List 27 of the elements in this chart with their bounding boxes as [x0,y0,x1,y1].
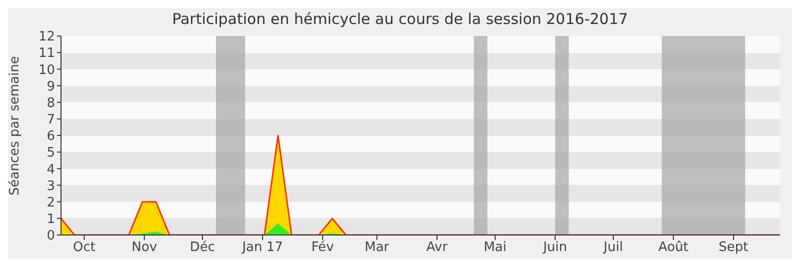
y-tick-label: 11 [38,46,55,62]
y-tick-label: 12 [38,30,55,45]
x-tick-label: Déc [190,240,216,256]
x-tick-label: Mar [364,240,390,256]
x-tick-label: Nov [132,240,158,256]
y-tick-label: 5 [46,146,55,161]
y-tick-label: 9 [46,79,55,94]
y-tick-label: 7 [46,112,55,128]
x-tick-label: Jan 17 [241,240,283,256]
y-tick-label: 1 [46,212,55,228]
x-tick-label: Mai [484,240,507,256]
x-tick-label: Juil [602,240,623,256]
x-tick-label: Fév [311,240,334,256]
y-tick-label: 4 [46,162,55,178]
y-tick-label: 2 [46,195,55,210]
y-tick-label: 0 [46,228,55,244]
x-tick-label: Juin [542,240,568,256]
x-tick-label: Oct [73,240,96,256]
x-tick-label: Avr [426,240,448,256]
y-tick-label: 6 [46,129,55,144]
y-tick-label: 3 [46,178,55,194]
y-axis-title: Séances par semaine [8,56,23,196]
y-tick-label: 10 [38,62,55,78]
x-tick-label: Sept [718,240,748,256]
y-tick-label: 8 [46,96,55,111]
chart-title: Participation en hémicycle au cours de la session 2016-2017 [171,9,629,28]
x-tick-label: Août [658,240,688,256]
